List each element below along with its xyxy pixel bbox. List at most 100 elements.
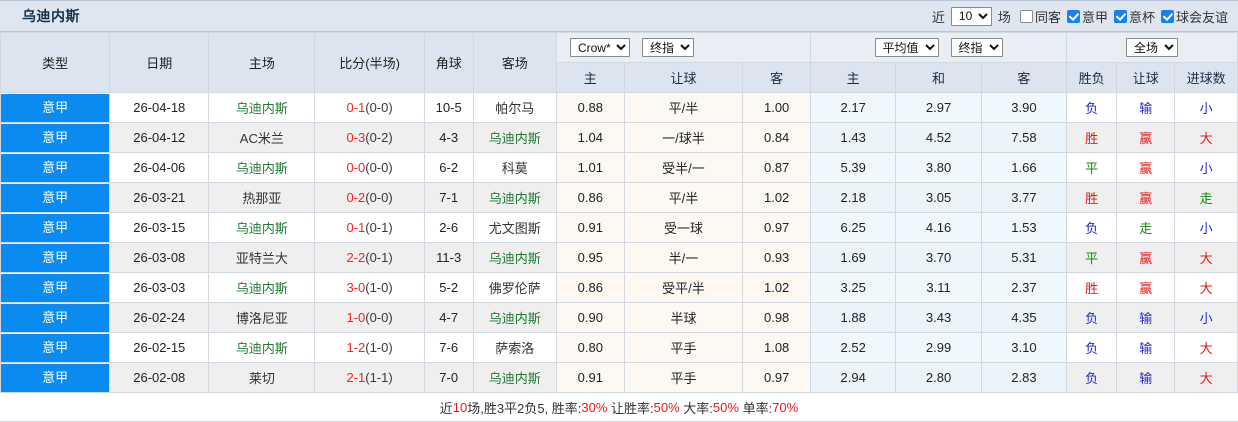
- cell-home[interactable]: 乌迪内斯: [208, 152, 316, 183]
- home-team-name[interactable]: 乌迪内斯: [235, 101, 288, 116]
- col-header-result-wdl[interactable]: 胜负: [1066, 62, 1118, 93]
- table-row[interactable]: 意甲 26-03-08 亚特兰大 2-2(0-1) 11-3 乌迪内斯 0.95 半/一 0.9…: [0, 242, 1238, 273]
- cell-away[interactable]: 乌迪内斯: [472, 122, 557, 153]
- cell-result-goals: 大: [1174, 272, 1238, 303]
- checkbox-same-away-icon[interactable]: [1019, 9, 1033, 23]
- cell-date: 26-03-15: [109, 212, 210, 243]
- checkbox-friendly-icon[interactable]: [1160, 9, 1174, 23]
- away-team-name[interactable]: 帕尔马: [495, 101, 535, 116]
- bookmaker-select[interactable]: Crow*: [569, 38, 630, 57]
- col-header-corner[interactable]: 角球: [423, 32, 474, 93]
- cell-home[interactable]: 乌迪内斯: [208, 92, 316, 123]
- result-goals-value: 走: [1199, 191, 1213, 206]
- cell-home[interactable]: 乌迪内斯: [208, 272, 316, 303]
- odds-time-select[interactable]: 终指: [950, 38, 1003, 57]
- home-team-name[interactable]: 博洛尼亚: [235, 311, 288, 326]
- panel-header: 乌迪内斯 近 10 场 同客 意甲 意杯 球会友谊: [0, 0, 1238, 32]
- home-team-name[interactable]: 乌迪内斯: [235, 221, 288, 236]
- away-team-name[interactable]: 佛罗伦萨: [488, 281, 541, 296]
- cell-date: 26-04-06: [109, 152, 210, 183]
- home-team-name[interactable]: 热那亚: [242, 191, 282, 206]
- away-team-name[interactable]: 乌迪内斯: [488, 251, 541, 266]
- col-header-away[interactable]: 客场: [472, 32, 557, 93]
- checkbox-serie-a-icon[interactable]: [1066, 9, 1080, 23]
- home-team-name[interactable]: 乌迪内斯: [235, 161, 288, 176]
- cell-away[interactable]: 乌迪内斯: [472, 362, 557, 393]
- cell-home[interactable]: 乌迪内斯: [208, 332, 316, 363]
- cell-handicap-line: 半球: [623, 302, 744, 333]
- table-row[interactable]: 意甲 26-04-12 AC米兰 0-3(0-2) 4-3 乌迪内斯 1.04 一/球半 0.8…: [0, 122, 1238, 153]
- col-header-odds-home[interactable]: 主: [809, 62, 897, 93]
- cell-away[interactable]: 帕尔马: [472, 92, 557, 123]
- cell-away[interactable]: 科莫: [472, 152, 557, 183]
- table-row[interactable]: 意甲 26-03-03 乌迪内斯 3-0(1-0) 5-2 佛罗伦萨 0.86 受平/半 1.0…: [0, 272, 1238, 303]
- recent-count-select[interactable]: 10: [950, 6, 992, 26]
- table-row[interactable]: 意甲 26-04-18 乌迪内斯 0-1(0-0) 10-5 帕尔马 0.88 平/半 1.00…: [0, 92, 1238, 123]
- filter-same-away[interactable]: 同客: [1014, 7, 1061, 26]
- col-header-score[interactable]: 比分(半场): [314, 32, 425, 93]
- cell-result-handicap: 输: [1116, 92, 1176, 123]
- home-team-name[interactable]: 亚特兰大: [235, 251, 288, 266]
- table-row[interactable]: 意甲 26-03-21 热那亚 0-2(0-0) 7-1 乌迪内斯 0.86 平/半 1.02 2…: [0, 182, 1238, 213]
- table-row[interactable]: 意甲 26-03-15 乌迪内斯 0-1(0-1) 2-6 尤文图斯 0.91 受一球 0.97…: [0, 212, 1238, 243]
- result-wdl-value: 负: [1085, 101, 1099, 116]
- home-team-name[interactable]: AC米兰: [239, 131, 284, 146]
- away-team-name[interactable]: 萨索洛: [495, 341, 535, 356]
- cell-handicap-home-odds: 0.80: [555, 332, 625, 363]
- col-header-date[interactable]: 日期: [109, 32, 210, 93]
- result-goals-value: 大: [1199, 341, 1213, 356]
- cell-home[interactable]: AC米兰: [208, 122, 316, 153]
- col-header-result-hc[interactable]: 让球: [1116, 62, 1176, 93]
- cell-score: 0-1(0-1): [314, 212, 425, 243]
- cell-away[interactable]: 乌迪内斯: [472, 242, 557, 273]
- cell-away[interactable]: 乌迪内斯: [472, 182, 557, 213]
- table-row[interactable]: 意甲 26-02-24 博洛尼亚 1-0(0-0) 4-7 乌迪内斯 0.90 半球 0.98 1…: [0, 302, 1238, 333]
- away-team-name[interactable]: 尤文图斯: [488, 221, 541, 236]
- filter-friendly[interactable]: 球会友谊: [1155, 7, 1228, 26]
- col-header-hc-line[interactable]: 让球: [623, 62, 744, 93]
- away-team-name[interactable]: 乌迪内斯: [488, 131, 541, 146]
- home-team-name[interactable]: 乌迪内斯: [235, 341, 288, 356]
- away-team-name[interactable]: 乌迪内斯: [488, 311, 541, 326]
- cell-away[interactable]: 乌迪内斯: [472, 302, 557, 333]
- col-header-type[interactable]: 类型: [0, 32, 111, 93]
- checkbox-coppa-icon[interactable]: [1113, 9, 1127, 23]
- footer-part2: 场,胜3平2负5, 胜率:: [467, 400, 582, 416]
- filter-label-3: 球会友谊: [1175, 9, 1228, 25]
- odds-type-select[interactable]: 平均值: [874, 38, 939, 57]
- col-header-hc-away[interactable]: 客: [742, 62, 811, 93]
- result-handicap-value: 走: [1139, 221, 1153, 236]
- filter-serie-a[interactable]: 意甲: [1061, 7, 1108, 26]
- away-team-name[interactable]: 乌迪内斯: [488, 371, 541, 386]
- handicap-time-select[interactable]: 终指: [641, 38, 694, 57]
- footer-win-rate: 30%: [581, 399, 608, 415]
- col-header-odds-draw[interactable]: 和: [895, 62, 982, 93]
- cell-away[interactable]: 尤文图斯: [472, 212, 557, 243]
- home-team-name[interactable]: 乌迪内斯: [235, 281, 288, 296]
- cell-home[interactable]: 热那亚: [208, 182, 316, 213]
- cell-home[interactable]: 莱切: [208, 362, 316, 393]
- cell-home[interactable]: 亚特兰大: [208, 242, 316, 273]
- cell-result-goals: 走: [1174, 182, 1238, 213]
- cell-away[interactable]: 萨索洛: [472, 332, 557, 363]
- col-header-home[interactable]: 主场: [208, 32, 316, 93]
- table-row[interactable]: 意甲 26-02-08 莱切 2-1(1-1) 7-0 乌迪内斯 0.91 平手 0.97 2.9…: [0, 362, 1238, 393]
- footer-part1: 近: [439, 400, 453, 416]
- table-row[interactable]: 意甲 26-02-15 乌迪内斯 1-2(1-0) 7-6 萨索洛 0.80 平手 1.08 2.…: [0, 332, 1238, 363]
- cell-result-goals: 大: [1174, 362, 1238, 393]
- cell-home[interactable]: 博洛尼亚: [208, 302, 316, 333]
- col-header-odds-away[interactable]: 客: [980, 62, 1068, 93]
- table-row[interactable]: 意甲 26-04-06 乌迪内斯 0-0(0-0) 6-2 科莫 1.01 受半/一 0.87 5…: [0, 152, 1238, 183]
- period-select[interactable]: 全场: [1126, 38, 1179, 57]
- home-team-name[interactable]: 莱切: [248, 371, 275, 386]
- cell-away[interactable]: 佛罗伦萨: [472, 272, 557, 303]
- result-wdl-value: 负: [1085, 371, 1099, 386]
- filter-coppa[interactable]: 意杯: [1108, 7, 1155, 26]
- cell-result-handicap: 输: [1116, 362, 1176, 393]
- away-team-name[interactable]: 科莫: [501, 161, 528, 176]
- match-history-table: 类型 日期 主场 比分(半场) 角球 客场 Crow* 终指: [0, 32, 1238, 393]
- col-header-result-goals[interactable]: 进球数: [1174, 62, 1238, 93]
- col-header-hc-home[interactable]: 主: [555, 62, 625, 93]
- away-team-name[interactable]: 乌迪内斯: [488, 191, 541, 206]
- cell-home[interactable]: 乌迪内斯: [208, 212, 316, 243]
